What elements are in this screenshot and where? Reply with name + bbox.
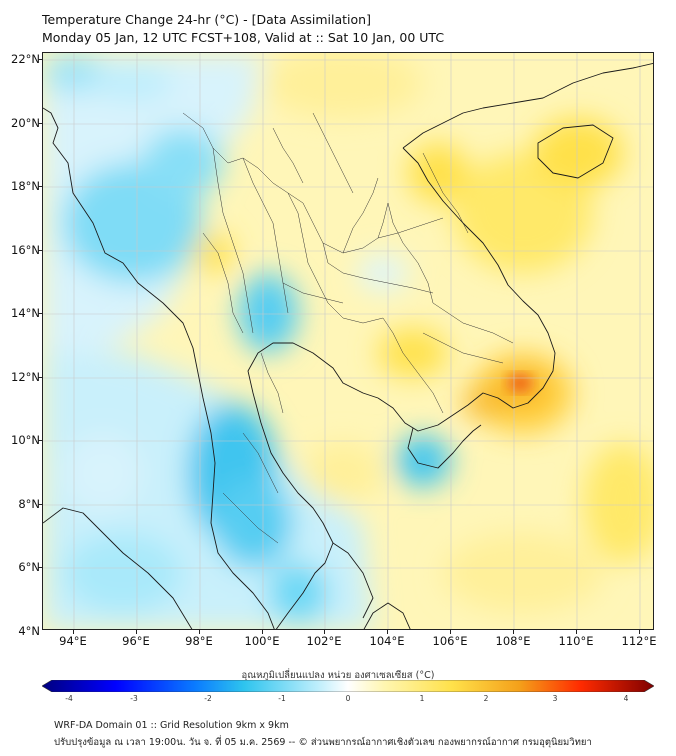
lat-label-12: 12°N [11, 370, 40, 384]
lon-label-112: 112°E [621, 634, 657, 648]
lon-label-94: 94°E [59, 634, 87, 648]
lat-label-16: 16°N [11, 243, 40, 257]
lat-label-22: 22°N [11, 52, 40, 66]
colorbar-tick-label: -2 [204, 694, 212, 703]
colorbar-tick-label: 3 [552, 694, 558, 703]
footer-model-info: WRF-DA Domain 01 :: Grid Resolution 9km … [54, 720, 289, 731]
lon-label-104: 104°E [369, 634, 405, 648]
lon-label-110: 110°E [558, 634, 594, 648]
temperature-change-map[interactable] [42, 52, 654, 630]
lon-label-96: 96°E [122, 634, 150, 648]
colorbar-tick-label: -4 [65, 694, 73, 703]
colorbar [42, 680, 654, 692]
lat-label-20: 20°N [11, 116, 40, 130]
lon-label-100: 100°E [244, 634, 280, 648]
colorbar-tick-label: 4 [623, 694, 629, 703]
lat-label-18: 18°N [11, 179, 40, 193]
colorbar-tick-label: -1 [278, 694, 286, 703]
lon-label-106: 106°E [432, 634, 468, 648]
lon-label-98: 98°E [185, 634, 213, 648]
lat-lon-grid [43, 53, 653, 629]
lat-label-8: 8°N [18, 497, 40, 511]
footer-credit: ปรับปรุงข้อมูล ณ เวลา 19:00น. วัน จ. ที่… [54, 737, 592, 748]
lon-label-102: 102°E [306, 634, 342, 648]
chart-title: Temperature Change 24-hr (°C) - [Data As… [42, 12, 371, 27]
colorbar-tick-label: 0 [345, 694, 351, 703]
lat-label-4: 4°N [18, 624, 40, 638]
colorbar-tick-label: 1 [419, 694, 425, 703]
colorbar-tick-label: 2 [483, 694, 489, 703]
lat-label-14: 14°N [11, 306, 40, 320]
admin-borders [182, 112, 514, 544]
lat-label-6: 6°N [18, 560, 40, 574]
chart-subtitle: Monday 05 Jan, 12 UTC FCST+108, Valid at… [42, 30, 445, 45]
colorbar-tick-label: -3 [130, 694, 138, 703]
temperature-field [43, 53, 653, 629]
colorbar-title: อุณหภูมิเปลี่ยนแปลง หน่วย องศาเซลเซียส (… [241, 670, 435, 681]
lat-label-10: 10°N [11, 433, 40, 447]
coastlines [43, 62, 653, 629]
lon-label-108: 108°E [495, 634, 531, 648]
